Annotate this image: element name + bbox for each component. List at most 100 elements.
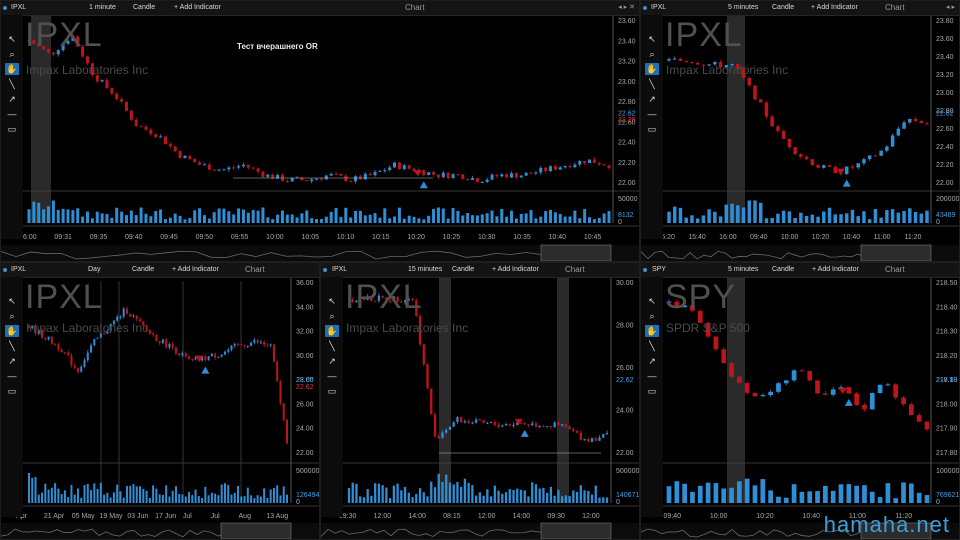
link-dot-icon[interactable] [643,6,647,10]
zoom-icon[interactable]: ⌕ [9,49,15,59]
add-indicator-button[interactable]: + Add Indicator [172,266,219,273]
interval-selector[interactable]: 15 minutes [408,266,443,273]
volume-bar [804,215,809,223]
symbol-selector[interactable]: IPXL [11,266,27,273]
link-dot-icon[interactable] [643,268,647,272]
style-selector[interactable]: Candle [772,266,795,273]
panel-controls-icon[interactable]: ◂ ▸ ✕ [618,4,635,11]
style-selector[interactable]: Candle [772,4,795,11]
candle-body [412,168,416,172]
volume-bar [90,490,93,503]
chart-canvas[interactable]: 23.80 23.60 23.40 23.20 23.00 22.80 22.60 22.40… [641,1,960,262]
hand-icon[interactable]: ✋ [5,325,19,337]
add-indicator-button[interactable]: + Add Indicator [174,4,221,11]
symbol-selector[interactable]: IPXL [11,4,27,11]
pointer-icon[interactable]: ↖ [648,296,656,306]
chart-panel-spy-5min[interactable]: SPY 5 minutes Candle + Add Indicator Cha… [640,262,960,540]
chart-canvas[interactable]: 36.00 34.00 32.00 30.00 28.00 26.00 24.00 22.00… [1,263,320,540]
volume-bar [913,211,918,223]
hline-icon[interactable]: — [647,371,657,381]
candle-body [385,297,388,301]
add-indicator-button[interactable]: + Add Indicator [812,266,859,273]
chart-canvas[interactable]: 23.60 23.40 23.20 23.00 22.80 22.60 22.40 22.20… [1,1,640,262]
hline-icon[interactable]: — [327,371,337,381]
chart-panel-ipxl-5min[interactable]: IPXL 5 minutes Candle + Add Indicator Ch… [640,0,960,262]
candle-body [259,342,262,344]
pointer-icon[interactable]: ↖ [328,296,336,306]
add-indicator-button[interactable]: + Add Indicator [811,4,858,11]
volume-bar [776,496,781,503]
chart-canvas[interactable]: 30.00 28.00 26.00 24.00 22.00 22.62 500000 0140… [321,263,640,540]
candle-body [441,432,444,439]
rect-icon[interactable]: ▭ [647,386,657,396]
volume-bar [397,207,401,223]
chart-panel-ipxl-15min[interactable]: IPXL 15 minutes Candle + Add Indicator C… [320,262,640,540]
volume-bar [753,200,757,223]
link-dot-icon[interactable] [3,6,7,10]
sell-marker-icon [195,355,204,362]
hand-icon[interactable]: ✋ [645,63,659,75]
panel-controls-icon[interactable]: ◂ ▸ [946,4,955,11]
hand-icon[interactable]: ✋ [645,325,659,337]
volume-bar [60,494,63,503]
interval-selector[interactable]: Day [88,266,101,273]
candle-body [721,349,727,364]
volume-bar [259,496,262,503]
style-selector[interactable]: Candle [452,266,475,273]
candle-body [807,371,813,381]
volume-bar [154,211,158,223]
rect-icon[interactable]: ▭ [7,124,17,134]
rect-icon[interactable]: ▭ [647,124,657,134]
hand-icon[interactable]: ✋ [5,63,19,75]
arrow-icon[interactable]: ↗ [328,356,336,366]
zoom-icon[interactable]: ⌕ [9,311,15,321]
line-icon[interactable]: ╲ [329,341,335,351]
interval-selector[interactable]: 5 minutes [728,4,759,11]
hline-icon[interactable]: — [7,109,17,119]
candle-body [37,330,40,334]
pointer-icon[interactable]: ↖ [8,34,16,44]
zoom-icon[interactable]: ⌕ [649,311,655,321]
zoom-icon[interactable]: ⌕ [329,311,335,321]
time-tick-label: 11:00 [874,234,891,241]
candle-body [286,419,288,444]
line-icon[interactable]: ╲ [649,341,655,351]
zoom-icon[interactable]: ⌕ [649,49,655,59]
line-icon[interactable]: ╲ [649,79,655,89]
hline-icon[interactable]: — [647,109,657,119]
symbol-selector[interactable]: IPXL [332,266,348,273]
volume-bar [197,496,200,503]
pointer-icon[interactable]: ↖ [8,296,16,306]
rect-icon[interactable]: ▭ [7,386,17,396]
candle-body [519,422,523,424]
symbol-selector[interactable]: SPY [652,266,667,273]
volume-bar [846,484,852,503]
volume-bar [358,210,362,223]
candle-body [597,162,601,165]
pointer-icon[interactable]: ↖ [648,34,656,44]
line-icon[interactable]: ╲ [9,341,15,351]
hline-icon[interactable]: — [7,371,17,381]
rect-icon[interactable]: ▭ [327,386,337,396]
style-selector[interactable]: Candle [132,266,155,273]
volume-bar [310,218,314,223]
link-dot-icon[interactable] [323,268,327,272]
last-price-label-2: 22.62 [296,384,314,391]
arrow-icon[interactable]: ↗ [8,94,16,104]
volume-bar [512,490,515,503]
line-icon[interactable]: ╲ [9,79,15,89]
arrow-icon[interactable]: ↗ [8,356,16,366]
link-dot-icon[interactable] [3,268,7,272]
chart-canvas[interactable]: 218.50 218.40 218.30 218.20 218.10 218.00 217.… [641,263,960,540]
chart-panel-ipxl-day[interactable]: IPXL Day Candle + Add Indicator Chart 36… [0,262,320,540]
interval-selector[interactable]: 1 minute [89,4,116,11]
style-selector[interactable]: Candle [133,4,156,11]
interval-selector[interactable]: 5 minutes [728,266,759,273]
volume-bar [44,483,47,503]
add-indicator-button[interactable]: + Add Indicator [492,266,539,273]
arrow-icon[interactable]: ↗ [648,356,656,366]
chart-panel-ipxl-1min[interactable]: IPXL 1 minute Candle + Add Indicator Cha… [0,0,640,262]
hand-icon[interactable]: ✋ [325,325,339,337]
arrow-icon[interactable]: ↗ [648,94,656,104]
symbol-selector[interactable]: IPXL [651,4,667,11]
